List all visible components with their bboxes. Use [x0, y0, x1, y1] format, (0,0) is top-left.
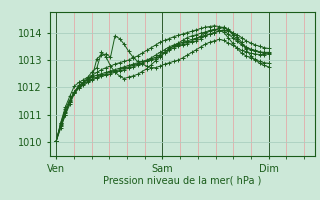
X-axis label: Pression niveau de la mer( hPa ): Pression niveau de la mer( hPa ): [103, 175, 261, 185]
